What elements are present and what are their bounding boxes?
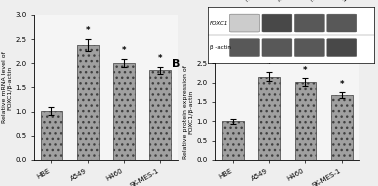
Text: *: *	[303, 66, 308, 75]
Text: *: *	[85, 26, 90, 35]
Bar	[77, 45, 99, 160]
Y-axis label: Relative mRNA level of
FOXC1/β-actin: Relative mRNA level of FOXC1/β-actin	[2, 52, 12, 123]
Bar	[222, 121, 244, 160]
Bar	[40, 111, 62, 160]
FancyBboxPatch shape	[327, 39, 357, 57]
Y-axis label: Relative protein expression of
FOXC1/β-actin: Relative protein expression of FOXC1/β-a…	[183, 65, 194, 158]
Bar	[294, 82, 316, 160]
Text: SK-MES-1: SK-MES-1	[342, 0, 362, 3]
FancyBboxPatch shape	[294, 39, 324, 57]
Text: *: *	[122, 46, 126, 55]
Bar	[113, 63, 135, 160]
FancyBboxPatch shape	[262, 14, 292, 32]
FancyBboxPatch shape	[229, 39, 259, 57]
Text: A549: A549	[277, 0, 290, 3]
FancyBboxPatch shape	[294, 14, 324, 32]
FancyBboxPatch shape	[229, 14, 259, 32]
Bar	[258, 77, 280, 160]
Text: *: *	[339, 80, 344, 89]
Text: *: *	[267, 60, 271, 69]
Bar	[149, 70, 171, 160]
Text: FOXC1: FOXC1	[209, 21, 228, 25]
Bar	[331, 95, 353, 160]
Text: β -actin: β -actin	[209, 45, 231, 50]
Text: HBE: HBE	[245, 0, 255, 3]
Text: H460: H460	[309, 0, 322, 3]
FancyBboxPatch shape	[327, 14, 357, 32]
FancyBboxPatch shape	[262, 39, 292, 57]
Text: *: *	[158, 54, 163, 63]
Text: B: B	[172, 59, 181, 69]
